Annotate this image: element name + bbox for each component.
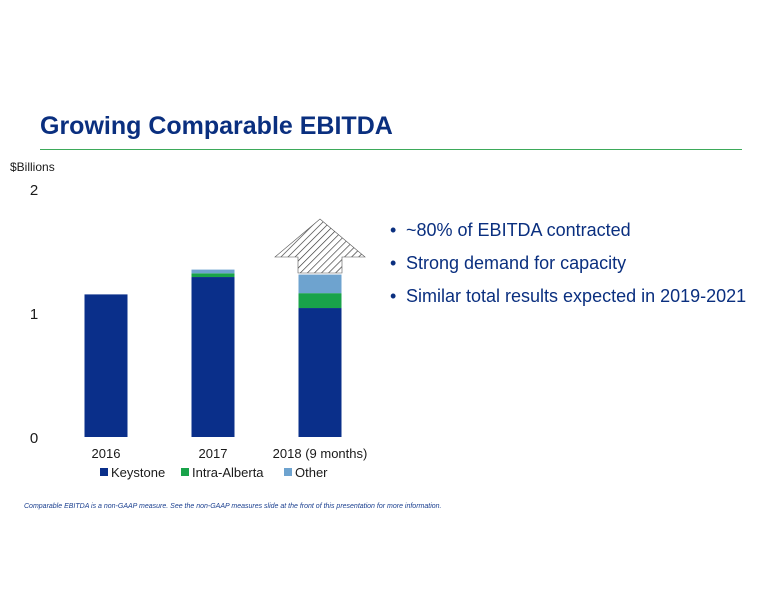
bullet-item: ~80% of EBITDA contracted xyxy=(390,217,746,250)
y-tick-label: 2 xyxy=(30,182,38,199)
y-tick-label: 1 xyxy=(30,306,38,323)
legend-swatch xyxy=(100,468,108,476)
y-tick-label: 0 xyxy=(30,430,38,447)
legend-label: Keystone xyxy=(111,465,165,480)
bar-other xyxy=(191,269,235,274)
bullet-item: Similar total results expected in 2019-2… xyxy=(390,283,746,316)
bar-keystone xyxy=(298,308,342,437)
bar-keystone xyxy=(84,294,128,437)
x-tick-label: 2017 xyxy=(199,446,228,461)
growth-arrow-icon xyxy=(274,218,366,274)
legend-swatch xyxy=(181,468,189,476)
y-axis-label: $Billions xyxy=(10,160,55,174)
bar-intra-alberta xyxy=(298,293,342,309)
slide-title: Growing Comparable EBITDA xyxy=(40,112,393,140)
bullet-item: Strong demand for capacity xyxy=(390,250,746,283)
footnote: Comparable EBITDA is a non-GAAP measure.… xyxy=(24,503,442,510)
legend-swatch xyxy=(284,468,292,476)
x-tick-label: 2018 (9 months) xyxy=(273,446,368,461)
legend-label: Intra-Alberta xyxy=(192,465,264,480)
bar-intra-alberta xyxy=(191,273,235,278)
bar-other xyxy=(298,274,342,294)
title-divider xyxy=(40,149,742,150)
key-points-list: ~80% of EBITDA contracted Strong demand … xyxy=(390,217,746,316)
bar-keystone xyxy=(191,277,235,437)
legend-label: Other xyxy=(295,465,328,480)
x-tick-label: 2016 xyxy=(92,446,121,461)
